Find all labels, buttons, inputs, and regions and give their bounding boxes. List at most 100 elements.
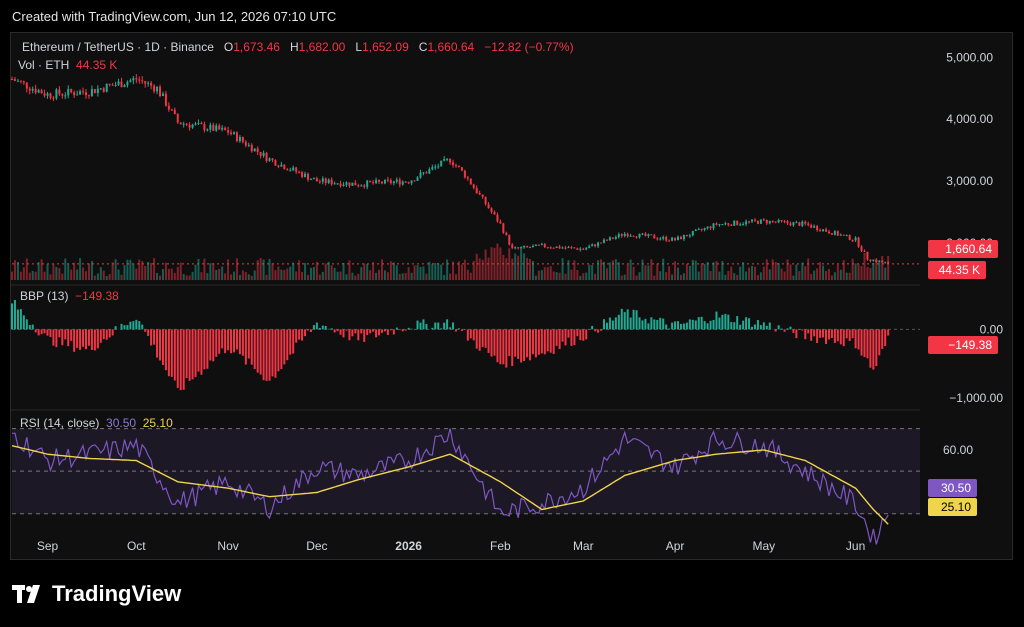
bbp-bar	[333, 329, 336, 333]
candle	[762, 219, 765, 221]
volume-bar	[218, 268, 221, 280]
bbp-bar	[156, 329, 159, 358]
candle	[188, 124, 191, 128]
volume-bar	[579, 275, 582, 280]
volume-bar	[481, 259, 484, 280]
volume-bar	[588, 264, 591, 280]
candle	[31, 88, 34, 91]
candle	[608, 237, 611, 241]
candle	[798, 222, 801, 226]
volume-bar	[730, 266, 733, 280]
time-tick-label: Oct	[127, 539, 146, 553]
bbp-bar	[342, 329, 345, 338]
bbp-bar	[16, 309, 19, 330]
candle	[167, 105, 170, 110]
candle	[691, 231, 694, 236]
bbp-bar	[564, 329, 567, 346]
candle	[555, 246, 558, 248]
bbp-bar	[150, 329, 153, 346]
volume-bar	[798, 271, 801, 280]
bbp-bar	[298, 329, 301, 340]
volume-bar	[383, 270, 386, 280]
candle	[635, 236, 638, 238]
candle	[549, 247, 552, 249]
volume-bar	[256, 260, 259, 280]
bbp-bar	[304, 329, 307, 337]
bbp-bar	[854, 329, 857, 349]
volume-bar	[608, 262, 611, 280]
bbp-bar	[49, 329, 52, 338]
bbp-bar	[594, 329, 597, 332]
bbp-bar	[626, 309, 629, 330]
bbp-bar	[224, 329, 227, 354]
candle	[129, 80, 132, 82]
volume-bar	[141, 261, 144, 280]
candle	[301, 172, 304, 177]
volume-bar	[457, 261, 460, 280]
candle	[70, 88, 73, 93]
candle	[182, 123, 185, 125]
bbp-bar	[842, 329, 845, 347]
bbp-bar	[798, 329, 801, 330]
candle	[697, 229, 700, 231]
candle	[582, 248, 585, 250]
bbp-bar	[493, 329, 496, 356]
candle	[502, 223, 505, 233]
volume-bar	[105, 275, 108, 280]
volume-bar	[756, 275, 759, 280]
candle	[280, 164, 283, 167]
volume-bar	[751, 265, 753, 280]
volume-bar	[271, 263, 274, 280]
bbp-bar	[822, 329, 825, 338]
volume-bar	[469, 272, 472, 280]
volume-bar	[419, 266, 422, 280]
volume-bar	[422, 266, 425, 280]
candle	[43, 93, 46, 96]
candle	[647, 234, 650, 236]
bbp-bar	[810, 329, 813, 341]
price-tick-label: 5,000.00	[946, 50, 993, 64]
bbp-bar	[283, 329, 286, 365]
bbp-bar	[638, 317, 641, 330]
bbp-bar	[762, 322, 765, 330]
candle	[455, 165, 457, 167]
candle	[141, 80, 144, 82]
candle	[357, 185, 360, 187]
bbp-bar	[389, 329, 392, 331]
candle	[869, 259, 872, 261]
candle	[253, 148, 256, 152]
volume-bar	[860, 266, 863, 280]
volume-bar	[452, 261, 455, 280]
volume-bar	[493, 247, 496, 280]
bbp-bar	[694, 320, 697, 330]
volume-bar	[531, 261, 534, 280]
volume-bar	[212, 263, 215, 280]
volume-bar	[147, 261, 150, 280]
volume-bar	[845, 272, 848, 280]
bbp-bar	[511, 329, 514, 366]
volume-bar	[712, 262, 715, 280]
candle	[16, 80, 19, 82]
candle	[579, 248, 582, 250]
volume-bar	[61, 273, 64, 280]
bbp-bar	[691, 319, 694, 330]
volume-bar	[449, 273, 452, 280]
candle	[819, 230, 822, 232]
volume-bar	[721, 261, 724, 280]
bbp-bar	[520, 329, 523, 363]
volume-bar	[555, 272, 558, 280]
volume-bar	[742, 262, 745, 280]
chart-caption: Created with TradingView.com, Jun 12, 20…	[12, 9, 337, 24]
volume-bar	[591, 265, 594, 280]
volume-bar	[114, 259, 117, 280]
bbp-bar	[280, 329, 283, 370]
candle	[235, 132, 238, 142]
candle	[389, 180, 392, 184]
candle	[34, 88, 37, 93]
candle	[493, 211, 496, 215]
candle	[786, 221, 789, 224]
bbp-bar	[173, 329, 176, 381]
candle	[751, 219, 753, 222]
volume-bar	[401, 273, 404, 280]
